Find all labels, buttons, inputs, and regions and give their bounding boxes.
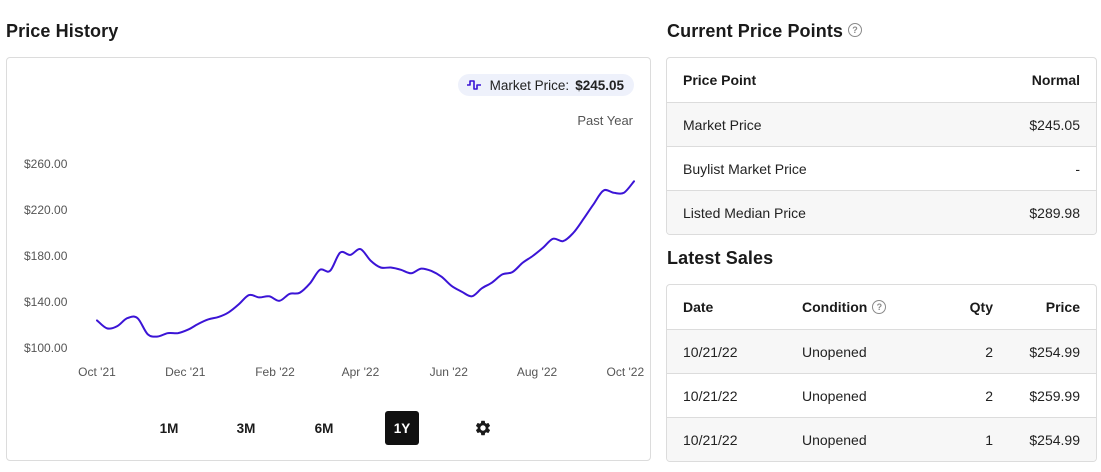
x-tick-label: Aug '22 <box>517 365 558 379</box>
header-qty: Qty <box>969 299 993 315</box>
sale-qty: 2 <box>985 387 993 404</box>
current-price-points-table: Price Point Normal Market Price $245.05 … <box>666 57 1097 235</box>
x-tick-label: Oct '22 <box>606 365 644 379</box>
latest-sales-title: Latest Sales <box>667 248 774 268</box>
header-normal: Normal <box>1031 72 1080 88</box>
price-history-title: Price History <box>6 21 119 41</box>
x-tick-label: Apr '22 <box>342 365 380 379</box>
price-history-card: Market Price: $245.05 Past Year $100.00 $… <box>6 57 651 461</box>
range-label: Past Year <box>577 113 633 128</box>
sale-condition: Unopened <box>802 387 867 404</box>
price-line-chart: $100.00 $140.00 $180.00 $220.00 $260.00 Oct '… <box>24 157 644 379</box>
range-button-1m[interactable]: 1M <box>159 420 179 436</box>
y-tick-label: $180.00 <box>24 249 68 263</box>
range-button-6m[interactable]: 6M <box>314 420 334 436</box>
y-tick-label: $220.00 <box>24 203 68 217</box>
y-tick-label: $260.00 <box>24 157 68 171</box>
question-mark-icon[interactable]: ? <box>872 300 887 314</box>
table-header-row: Date Condition? Qty Price <box>667 285 1096 329</box>
table-row: 10/21/22 Unopened 2 $254.99 <box>667 329 1096 373</box>
y-tick-label: $100.00 <box>24 341 68 355</box>
sale-price: $254.99 <box>1029 431 1080 448</box>
price-point-label: Listed Median Price <box>683 204 806 221</box>
header-condition: Condition? <box>802 299 922 315</box>
sale-qty: 2 <box>985 343 993 360</box>
x-tick-label: Jun '22 <box>430 365 469 379</box>
sale-date: 10/21/22 <box>683 431 738 448</box>
x-tick-label: Feb '22 <box>255 365 295 379</box>
sale-date: 10/21/22 <box>683 343 738 360</box>
table-row: Buylist Market Price - <box>667 146 1096 190</box>
header-price-point: Price Point <box>683 72 757 88</box>
table-row: Listed Median Price $289.98 <box>667 190 1096 234</box>
y-tick-label: $140.00 <box>24 295 68 309</box>
price-point-value: - <box>1075 160 1080 177</box>
range-button-group: 1M 3M 6M 1Y <box>7 411 650 445</box>
price-point-value: $245.05 <box>1029 116 1080 133</box>
header-condition-text: Condition <box>802 299 868 315</box>
gear-icon[interactable] <box>466 411 500 445</box>
table-header-row: Price Point Normal <box>667 58 1096 102</box>
market-price-value: $245.05 <box>575 77 624 93</box>
market-price-label: Market Price: <box>489 77 570 93</box>
price-point-value: $289.98 <box>1029 204 1080 221</box>
sale-date: 10/21/22 <box>683 387 738 404</box>
current-price-points-title: Current Price Points? <box>667 21 863 42</box>
x-tick-label: Oct '21 <box>78 365 116 379</box>
latest-sales-table: Date Condition? Qty Price 10/21/22 Unope… <box>666 284 1097 462</box>
x-tick-label: Dec '21 <box>165 365 206 379</box>
table-row: Market Price $245.05 <box>667 102 1096 146</box>
sale-condition: Unopened <box>802 343 867 360</box>
price-point-label: Market Price <box>683 116 762 133</box>
range-button-1y[interactable]: 1Y <box>385 411 419 445</box>
current-price-points-title-text: Current Price Points <box>667 21 844 41</box>
price-point-label: Buylist Market Price <box>683 160 807 177</box>
header-price: Price <box>1045 299 1080 315</box>
line-chart-icon <box>466 80 481 90</box>
table-row: 10/21/22 Unopened 1 $254.99 <box>667 417 1096 461</box>
header-date: Date <box>683 299 714 315</box>
market-price-badge: Market Price: $245.05 <box>457 74 634 96</box>
table-row: 10/21/22 Unopened 2 $259.99 <box>667 373 1096 417</box>
market-price-series-line <box>96 180 635 338</box>
sale-condition: Unopened <box>802 431 867 448</box>
question-mark-icon[interactable]: ? <box>848 23 863 38</box>
sale-price: $254.99 <box>1029 343 1080 360</box>
range-button-3m[interactable]: 3M <box>236 420 256 436</box>
sale-price: $259.99 <box>1029 387 1080 404</box>
sale-qty: 1 <box>985 431 993 448</box>
